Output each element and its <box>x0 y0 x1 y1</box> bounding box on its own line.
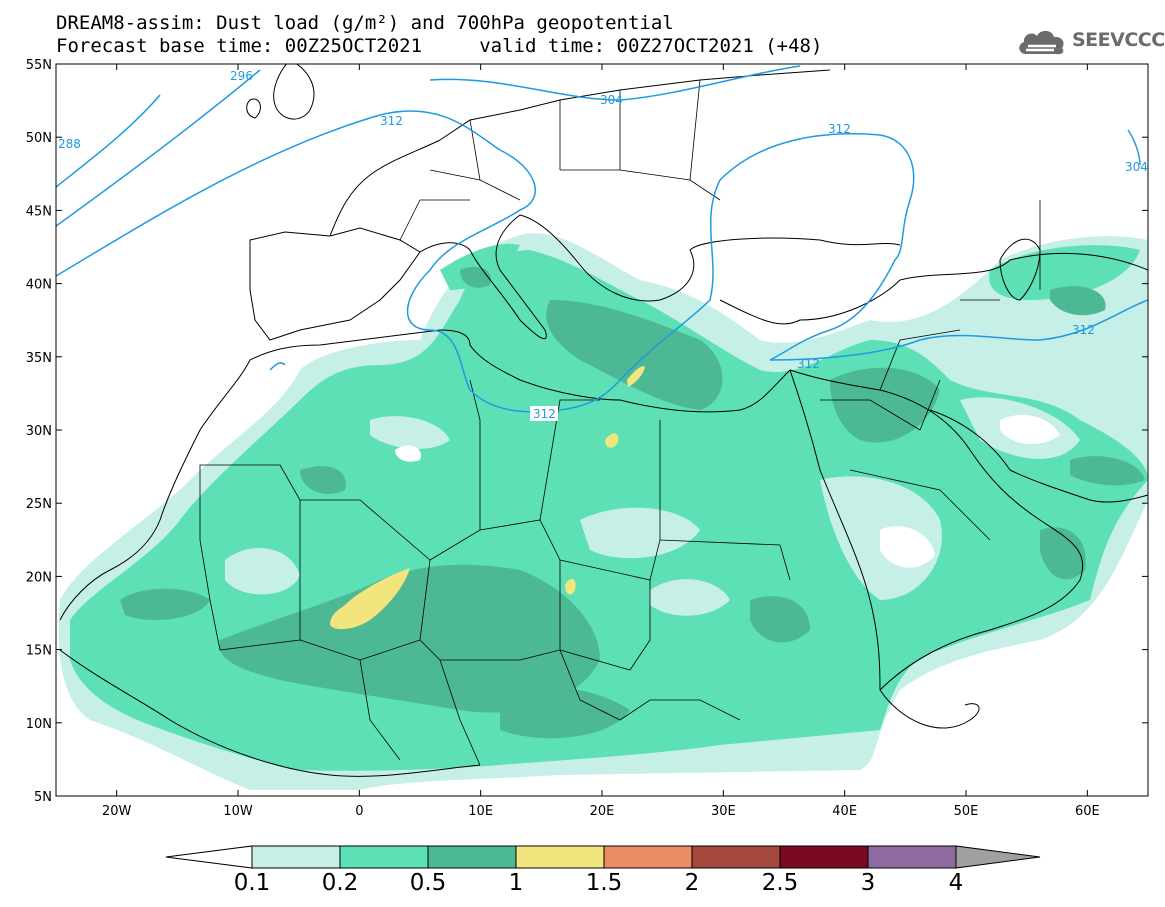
colorbar-label: 0.5 <box>410 870 447 896</box>
lat-tick-label: 45N <box>26 204 52 219</box>
latitude-axis: 55N 50N 45N 40N 35N 30N 25N 20N 15N 10N 5N <box>26 58 1148 805</box>
lon-tick-label: 20W <box>102 804 132 819</box>
geopotential-contours <box>56 65 1148 413</box>
logo-text: SEEVCCC <box>1072 29 1165 51</box>
contour-label-background <box>530 406 558 421</box>
colorbar-label: 3 <box>861 870 876 896</box>
colorbar-over-triangle <box>955 845 1041 869</box>
cloud-icon <box>1019 30 1064 55</box>
colorbar-label: 2.5 <box>762 870 799 896</box>
contour-label: 312 <box>828 122 851 136</box>
contour-label: 296 <box>230 69 253 83</box>
lat-tick-label: 15N <box>26 644 52 659</box>
seevccc-logo: SEEVCCC <box>1016 24 1165 60</box>
lon-tick-label: 60E <box>1075 804 1100 819</box>
lon-tick-label: 10E <box>468 804 493 819</box>
colorbar-swatch <box>251 845 341 869</box>
colorbar-swatch <box>779 845 869 869</box>
colorbar-swatch <box>427 845 517 869</box>
dust-layer-1 <box>330 366 645 630</box>
lat-tick-label: 5N <box>34 790 52 805</box>
contour-label: 304 <box>1125 160 1148 174</box>
lon-tick-label: 20E <box>590 804 615 819</box>
contour-labels: 288 296 312 304 312 304 312 312 312 <box>58 69 1148 421</box>
colorbar-swatch <box>867 845 957 869</box>
lat-tick-label: 55N <box>26 58 52 73</box>
lon-tick-label: 50E <box>954 804 979 819</box>
lat-tick-label: 50N <box>26 131 52 146</box>
colorbar-label: 1 <box>509 870 524 896</box>
contour-label: 312 <box>533 407 556 421</box>
contour-label: 312 <box>797 357 820 371</box>
map-title: DREAM8-assim: Dust load (g/m²) and 700hP… <box>56 12 674 34</box>
contour-label: 304 <box>600 93 623 107</box>
lon-tick-label: 30E <box>711 804 736 819</box>
colorbar-label: 0.2 <box>322 870 359 896</box>
colorbar-swatch <box>339 845 429 869</box>
coastlines <box>59 64 1148 777</box>
colorbar-label: 2 <box>685 870 700 896</box>
colorbar-swatch <box>691 845 781 869</box>
lat-tick-label: 30N <box>26 424 52 439</box>
colorbar-label: 1.5 <box>586 870 623 896</box>
lon-tick-label: 10W <box>223 804 253 819</box>
colorbar-swatch <box>603 845 693 869</box>
lat-tick-label: 25N <box>26 497 52 512</box>
lon-tick-label: 0 <box>355 804 363 819</box>
lat-tick-label: 20N <box>26 570 52 585</box>
contour-label: 312 <box>1072 323 1095 337</box>
colorbar-swatch <box>515 845 605 869</box>
lat-tick-label: 40N <box>26 278 52 293</box>
colorbar-label: 4 <box>949 870 964 896</box>
longitude-axis: 20W 10W 0 10E 20E 30E 40E 50E 60E <box>102 64 1100 819</box>
lat-tick-label: 10N <box>26 717 52 732</box>
colorbar-label: 0.1 <box>234 870 271 896</box>
colorbar-under-triangle <box>165 845 253 869</box>
lon-tick-label: 40E <box>832 804 857 819</box>
map-subtitle-times: Forecast base time: 00Z25OCT2021 valid t… <box>56 35 823 57</box>
contour-label: 312 <box>380 114 403 128</box>
contour-label: 288 <box>58 137 81 151</box>
colorbar: 0.1 0.2 0.5 1 1.5 2 2.5 3 4 <box>165 845 1041 896</box>
lat-tick-label: 35N <box>26 351 52 366</box>
dust-layer-white-holes <box>395 415 1060 568</box>
